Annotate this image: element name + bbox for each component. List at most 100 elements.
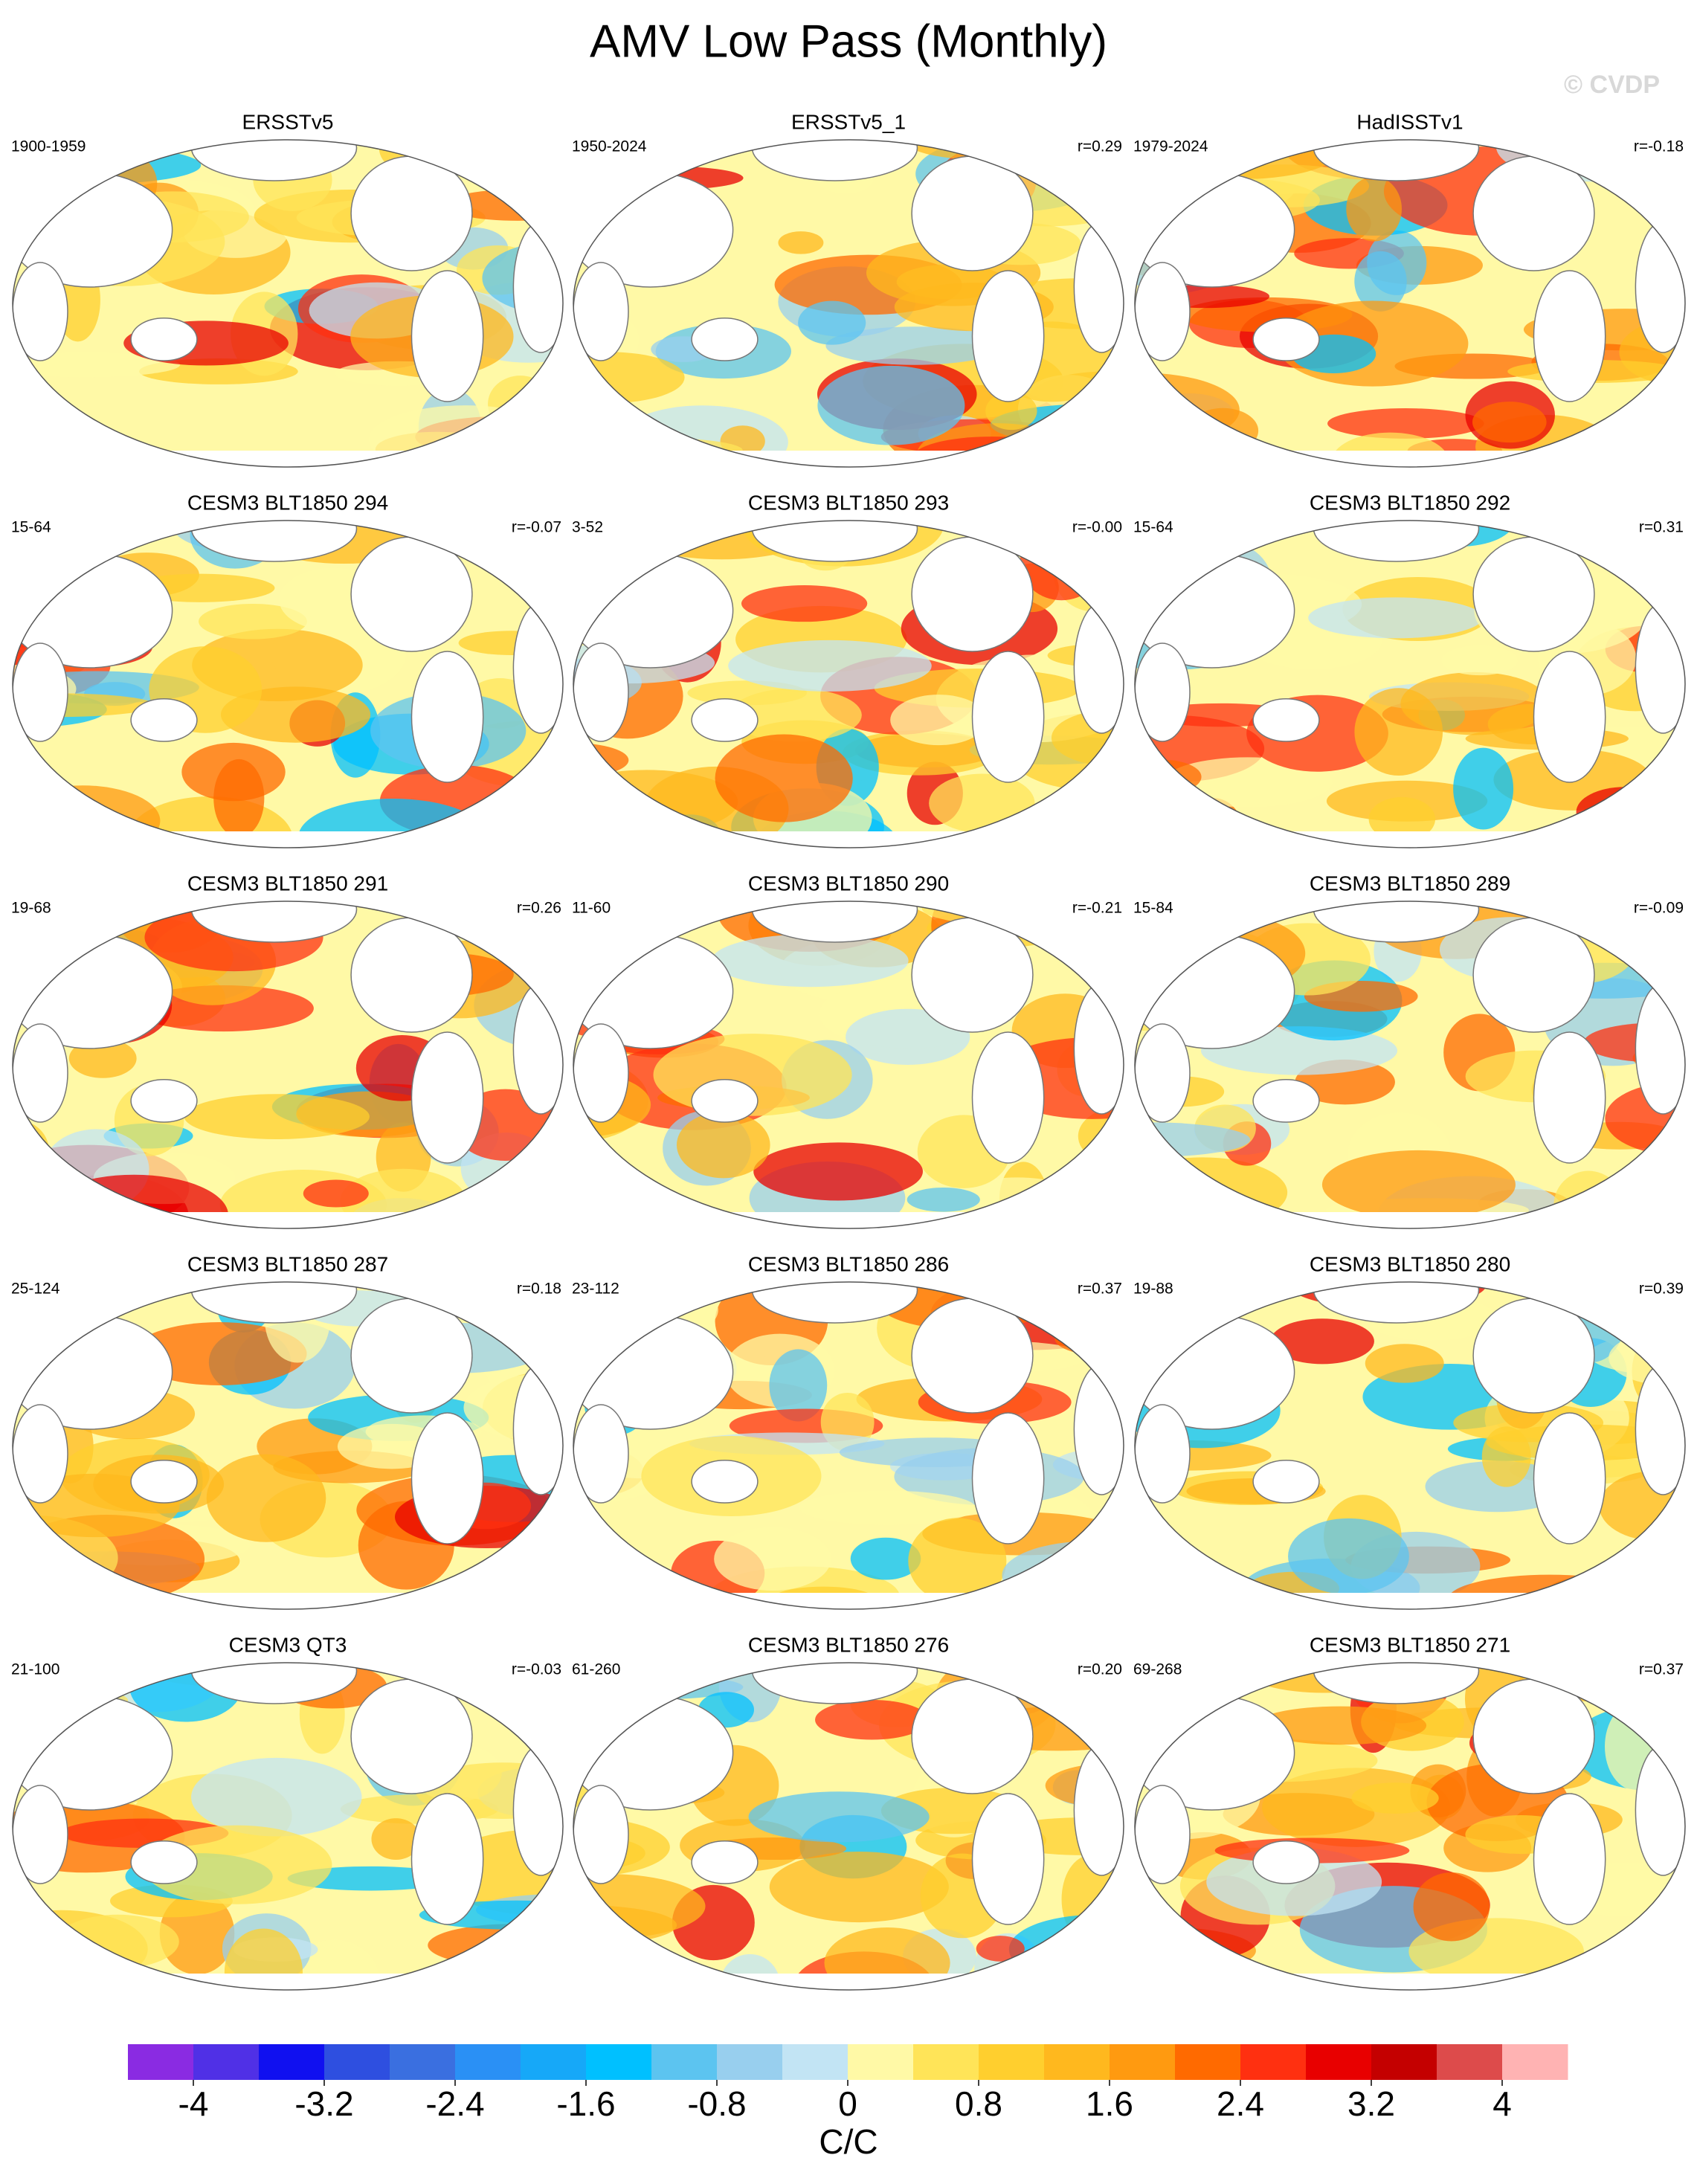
correlation-label: r=0.37 bbox=[1639, 1661, 1684, 1678]
period-label: 11-60 bbox=[572, 900, 611, 917]
anomaly-blob bbox=[1181, 521, 1265, 549]
panel-title: CESM3 BLT1850 292 bbox=[1310, 491, 1510, 514]
map-panel: CESM3 BLT1850 290 11-60 r=-0.21 bbox=[572, 872, 1124, 1229]
colorbar-label: C/C bbox=[819, 2122, 878, 2161]
map-field bbox=[573, 521, 1124, 848]
anomaly-blob bbox=[1135, 759, 1202, 794]
anomaly-blob bbox=[573, 1282, 645, 1345]
anomaly-blob bbox=[368, 405, 563, 467]
land bbox=[971, 1793, 1045, 1925]
anomaly-blob bbox=[730, 688, 862, 742]
correlation-label: r=0.26 bbox=[517, 900, 561, 917]
anomaly-blob bbox=[13, 1541, 59, 1609]
period-label: 23-112 bbox=[572, 1281, 619, 1298]
period-label: 1979-2024 bbox=[1133, 138, 1208, 155]
anomaly-blob bbox=[573, 352, 685, 404]
land bbox=[1073, 221, 1124, 353]
colorbar-box bbox=[1110, 2044, 1176, 2080]
map-border bbox=[1134, 1662, 1686, 1991]
panel-title: CESM3 BLT1850 290 bbox=[748, 872, 949, 895]
anomaly-blob bbox=[1354, 688, 1443, 776]
anomaly-blob bbox=[908, 1518, 1007, 1604]
map-field bbox=[13, 521, 563, 848]
correlation-label: r=0.39 bbox=[1639, 1281, 1684, 1298]
land bbox=[691, 1079, 759, 1123]
anomaly-blob bbox=[303, 1179, 369, 1208]
map-field bbox=[573, 140, 1124, 467]
land bbox=[512, 1744, 563, 1876]
correlation-label: r=0.37 bbox=[1078, 1281, 1122, 1298]
panel-title: CESM3 BLT1850 293 bbox=[748, 491, 949, 514]
land bbox=[1252, 698, 1320, 742]
anomaly-blob bbox=[1582, 825, 1685, 848]
land bbox=[1073, 1744, 1124, 1876]
colorbar-box bbox=[848, 2044, 914, 2080]
map-panel: CESM3 BLT1850 280 19-88 r=0.39 bbox=[1133, 1252, 1686, 1610]
anomaly-blob bbox=[1365, 1344, 1444, 1383]
panel-title: HadISSTv1 bbox=[1356, 110, 1463, 133]
period-label: 3-52 bbox=[572, 519, 603, 536]
colorbar-tick-label: -4 bbox=[178, 2084, 209, 2123]
land bbox=[1635, 602, 1685, 734]
colorbar-tick-label: 3.2 bbox=[1347, 2084, 1395, 2123]
map-field bbox=[1135, 1663, 1685, 1990]
colorbar-box bbox=[1437, 2044, 1503, 2080]
period-label: 15-64 bbox=[11, 519, 51, 536]
anomaly-blob bbox=[976, 1936, 1025, 1962]
period-label: 25-124 bbox=[11, 1281, 60, 1298]
colorbar-tick-label: 4 bbox=[1492, 2084, 1512, 2123]
anomaly-blob bbox=[13, 390, 62, 467]
anomaly-blob bbox=[573, 437, 743, 463]
land bbox=[1252, 1079, 1320, 1123]
colorbar-tick-label: 0.8 bbox=[955, 2084, 1002, 2123]
anomaly-blob bbox=[489, 784, 544, 848]
correlation-label: r=-0.03 bbox=[512, 1661, 561, 1678]
correlation-label: r=-0.09 bbox=[1634, 900, 1684, 917]
anomaly-blob bbox=[1472, 402, 1547, 443]
land bbox=[13, 262, 68, 361]
land bbox=[573, 262, 629, 361]
anomaly-blob bbox=[1188, 408, 1259, 454]
land bbox=[1073, 982, 1124, 1115]
map-field bbox=[573, 1663, 1124, 1990]
land bbox=[13, 1023, 68, 1123]
anomaly-blob bbox=[714, 1527, 831, 1591]
correlation-label: r=-0.07 bbox=[512, 519, 561, 536]
anomaly-blob bbox=[56, 1914, 179, 1969]
anomaly-blob bbox=[141, 1825, 332, 1904]
anomaly-blob bbox=[1054, 1321, 1124, 1357]
anomaly-blob bbox=[1092, 1147, 1124, 1211]
colorbar-box bbox=[782, 2044, 849, 2080]
correlation-label: r=0.31 bbox=[1639, 519, 1684, 536]
land bbox=[1533, 1793, 1606, 1925]
land bbox=[1635, 1363, 1685, 1495]
colorbar-tick-label: 2.4 bbox=[1217, 2084, 1264, 2123]
period-label: 15-84 bbox=[1133, 900, 1173, 917]
map-field bbox=[573, 901, 1124, 1228]
anomaly-blob bbox=[451, 521, 540, 566]
land bbox=[1635, 982, 1685, 1115]
anomaly-blob bbox=[132, 1322, 307, 1385]
anomaly-blob bbox=[1576, 787, 1675, 837]
anomaly-blob bbox=[799, 1490, 976, 1525]
colorbar-box bbox=[1044, 2044, 1110, 2080]
anomaly-blob bbox=[1183, 798, 1245, 848]
land bbox=[512, 602, 563, 734]
anomaly-blob bbox=[1083, 1131, 1124, 1197]
map-border bbox=[12, 1662, 564, 1991]
anomaly-blob bbox=[184, 1094, 370, 1139]
panel-title: CESM3 BLT1850 286 bbox=[748, 1252, 949, 1275]
land bbox=[130, 698, 198, 742]
figure-title: AMV Low Pass (Monthly) bbox=[590, 16, 1107, 67]
anomaly-blob bbox=[890, 695, 988, 746]
map-panel: ERSSTv5_1 1950-2024 r=0.29 bbox=[572, 110, 1124, 468]
anomaly-blob bbox=[1135, 789, 1211, 816]
correlation-label: r=-0.18 bbox=[1634, 138, 1684, 155]
land bbox=[573, 642, 629, 742]
anomaly-blob bbox=[446, 1948, 563, 1990]
map-panel: CESM3 QT3 21-100 r=-0.03 bbox=[11, 1633, 564, 1991]
anomaly-blob bbox=[13, 1581, 135, 1609]
land bbox=[410, 1793, 484, 1925]
land bbox=[410, 270, 484, 402]
colorbar-box bbox=[455, 2044, 521, 2080]
